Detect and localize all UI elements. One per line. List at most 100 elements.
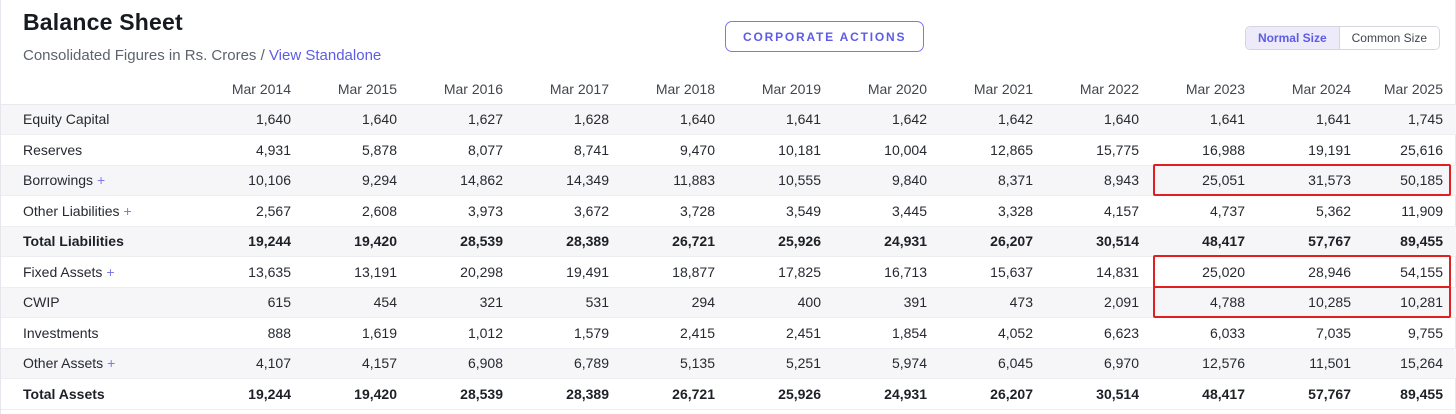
value-cell: 19,244	[248, 385, 291, 402]
row-label-text: Other Liabilities	[23, 202, 120, 219]
value-cell: 14,349	[566, 172, 609, 189]
value-cell: 48,417	[1202, 233, 1245, 250]
value-cell: 8,371	[997, 172, 1033, 189]
value-cell: 3,549	[785, 202, 821, 219]
row-label-text: Other Assets	[23, 355, 104, 372]
value-cell: 11,501	[1309, 355, 1351, 372]
value-cell: 9,470	[679, 141, 715, 158]
value-cell: 28,946	[1308, 263, 1351, 280]
value-cell: 26,721	[672, 385, 715, 402]
value-cell: 1,641	[1315, 111, 1351, 128]
row-label: Equity Capital	[1, 104, 185, 135]
value-cell: 13,635	[248, 263, 291, 280]
value-cell: 1,640	[1103, 111, 1139, 128]
toggle-normal-size[interactable]: Normal Size	[1245, 27, 1339, 49]
value-cell: 5,878	[361, 141, 397, 158]
value-cell: 14,862	[460, 172, 503, 189]
value-cell: 531	[585, 294, 609, 311]
value-cell: 28,389	[566, 233, 609, 250]
column-header: Mar 2014	[185, 75, 291, 105]
value-cell: 391	[903, 294, 927, 311]
value-cell: 1,642	[997, 111, 1033, 128]
expand-plus-icon[interactable]: +	[107, 355, 116, 372]
row-label[interactable]: Borrowings +	[1, 165, 185, 196]
column-header: Mar 2024	[1245, 75, 1351, 105]
value-cell: 57,767	[1308, 233, 1351, 250]
value-cell: 1,628	[573, 111, 609, 128]
value-cell: 9,755	[1407, 324, 1443, 341]
row-label-text: Fixed Assets	[23, 263, 103, 280]
value-cell: 26,207	[990, 385, 1033, 402]
view-standalone-link[interactable]: View Standalone	[268, 47, 382, 64]
value-cell: 25,020	[1202, 263, 1245, 280]
value-cell: 8,741	[573, 141, 609, 158]
page-header: Balance Sheet Consolidated Figures in Rs…	[1, 0, 1455, 75]
value-cell: 3,672	[573, 202, 609, 219]
expand-plus-icon[interactable]: +	[123, 202, 132, 219]
corporate-actions-button[interactable]: CORPORATE ACTIONS	[725, 21, 925, 52]
value-cell: 2,091	[1103, 294, 1139, 311]
column-header: Mar 2022	[1033, 75, 1139, 105]
column-header: Mar 2017	[503, 75, 609, 105]
row-label-text: Equity Capital	[23, 111, 110, 128]
row-label[interactable]: Fixed Assets +	[1, 257, 185, 288]
value-cell: 89,455	[1400, 233, 1443, 250]
value-cell: 2,608	[361, 202, 397, 219]
column-header: Mar 2018	[609, 75, 715, 105]
value-cell: 13,191	[354, 263, 397, 280]
value-cell: 20,298	[460, 263, 503, 280]
value-cell: 28,539	[460, 385, 503, 402]
value-cell: 28,539	[460, 233, 503, 250]
value-cell: 3,445	[891, 202, 927, 219]
row-label-text: Borrowings	[23, 172, 94, 189]
value-cell: 12,576	[1202, 355, 1245, 372]
table-row: Total Liabilities 19,244 19,420 28,539 28,38…	[1, 226, 1456, 257]
toggle-common-size[interactable]: Common Size	[1338, 27, 1439, 49]
value-cell: 15,637	[990, 263, 1033, 280]
value-cell: 25,926	[778, 233, 821, 250]
value-cell: 15,264	[1400, 355, 1443, 372]
value-cell: 8,943	[1103, 172, 1139, 189]
value-cell: 10,004	[884, 141, 927, 158]
value-cell: 28,389	[566, 385, 609, 402]
value-cell: 1,854	[891, 324, 927, 341]
value-cell: 321	[479, 294, 503, 311]
corner-cell	[1, 75, 185, 105]
expand-plus-icon[interactable]: +	[97, 172, 106, 189]
value-cell: 5,974	[891, 355, 927, 372]
value-cell: 19,491	[566, 263, 609, 280]
value-cell: 10,181	[778, 141, 821, 158]
row-label-text: CWIP	[23, 294, 60, 311]
value-cell: 454	[373, 294, 397, 311]
value-cell: 15,775	[1096, 141, 1139, 158]
expand-plus-icon[interactable]: +	[106, 263, 115, 280]
value-cell: 9,840	[891, 172, 927, 189]
value-cell: 4,737	[1209, 202, 1245, 219]
subtitle-text: Consolidated Figures in Rs. Crores /	[23, 47, 265, 64]
table-row: Other Assets +4,107 4,157 6,908 6,789 5,135 5,…	[1, 348, 1456, 379]
column-header-row: Mar 2014 Mar 2015 Mar 2016 Mar 2017 Mar 2018…	[1, 75, 1456, 105]
value-cell: 17,825	[778, 263, 821, 280]
balance-sheet-table: Mar 2014 Mar 2015 Mar 2016 Mar 2017 Mar 2018…	[1, 75, 1456, 410]
value-cell: 4,788	[1209, 294, 1245, 311]
value-cell: 1,745	[1407, 111, 1443, 128]
value-cell: 3,328	[997, 202, 1033, 219]
row-label[interactable]: Other Liabilities +	[1, 196, 185, 227]
value-cell: 1,619	[361, 324, 397, 341]
value-cell: 11,883	[673, 172, 715, 189]
value-cell: 4,157	[361, 355, 397, 372]
value-cell: 26,721	[672, 233, 715, 250]
value-cell: 400	[797, 294, 821, 311]
row-label[interactable]: Other Assets +	[1, 348, 185, 379]
row-label-text: Total Assets	[23, 385, 105, 402]
value-cell: 6,908	[467, 355, 503, 372]
value-cell: 10,281	[1400, 294, 1443, 311]
row-label: CWIP	[1, 287, 185, 318]
value-cell: 57,767	[1308, 385, 1351, 402]
value-cell: 5,362	[1315, 202, 1351, 219]
value-cell: 1,579	[573, 324, 609, 341]
value-cell: 19,191	[1308, 141, 1351, 158]
row-label-text: Reserves	[23, 141, 83, 158]
value-cell: 11,909	[1401, 202, 1443, 219]
value-cell: 4,052	[997, 324, 1033, 341]
